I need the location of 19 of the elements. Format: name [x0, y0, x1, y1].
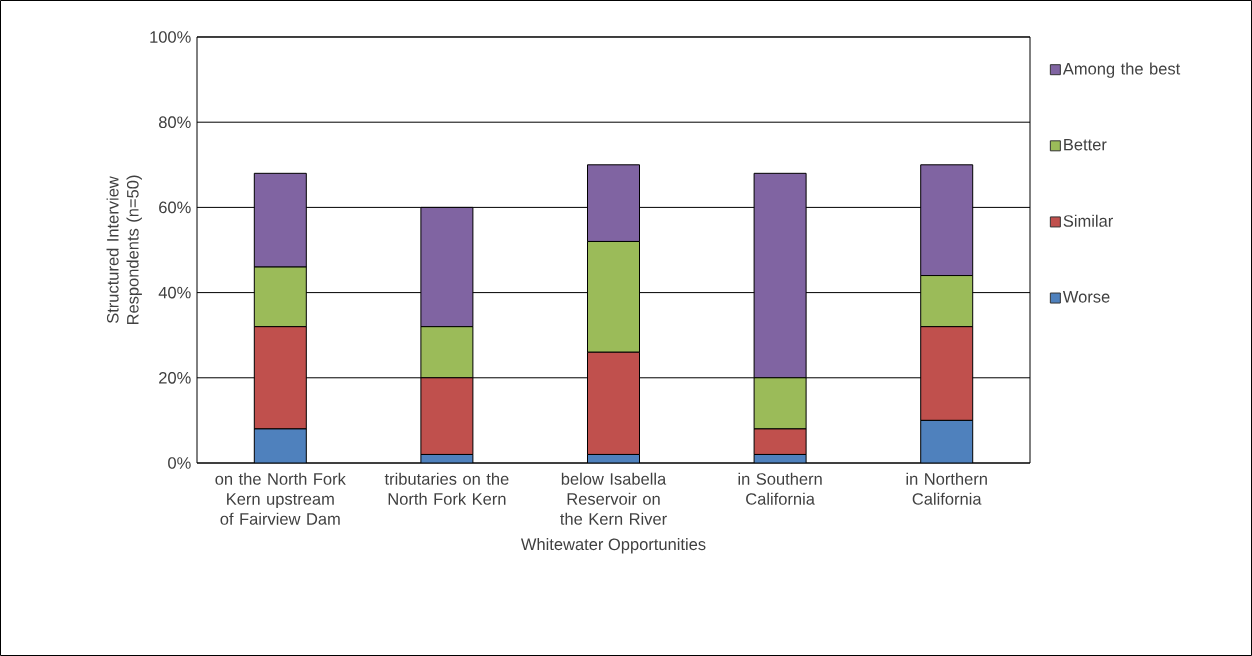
x-axis-title: Whitewater Opportunities — [520, 538, 706, 554]
y-tick-label: 100% — [150, 31, 191, 43]
legend-label: Better — [1064, 138, 1107, 151]
legend-label: Among the best — [1062, 62, 1181, 78]
x-tick-label: below Isabella Reservoir on the Kern River — [560, 472, 667, 525]
x-tick-label: in Northern California — [906, 472, 987, 505]
x-tick-label: in Southern California — [738, 472, 822, 505]
bar — [253, 428, 307, 463]
y-tick-label: 60% — [159, 201, 191, 214]
y-axis-title: Structured Interview Respondents (n=50) — [106, 175, 142, 325]
x-tick-label: tributaries on the North Fork Kern — [384, 472, 509, 505]
y-tick-label: 80% — [159, 116, 191, 129]
y-tick-label: 20% — [159, 371, 191, 384]
y-tick-label: 40% — [158, 286, 191, 299]
y-tick-label: 0% — [168, 457, 191, 469]
legend-label: Similar — [1063, 214, 1113, 227]
x-tick-label: on the North Fork Kern upstream of Fairview Dam — [215, 472, 346, 525]
bar — [920, 419, 974, 463]
legend-label: Worse — [1062, 291, 1110, 303]
